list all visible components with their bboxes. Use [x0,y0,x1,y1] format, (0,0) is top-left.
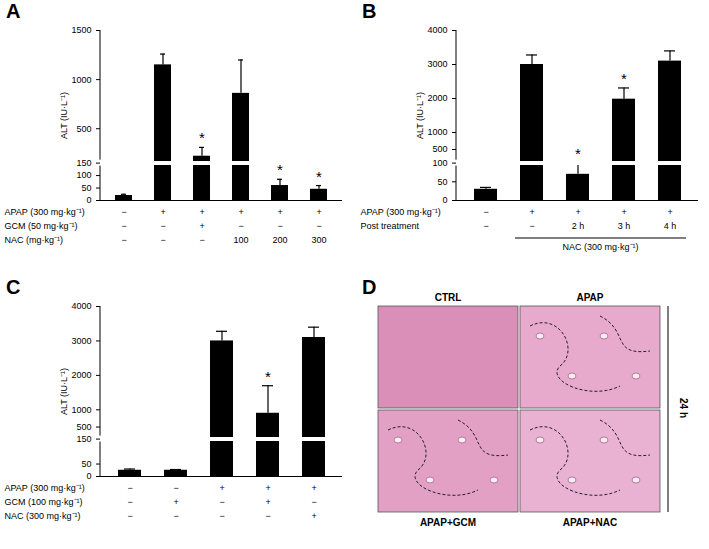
svg-text:−: − [127,483,132,493]
svg-text:4000: 4000 [71,301,91,311]
svg-text:−: − [121,235,126,245]
svg-text:APAP (300 mg·kg⁻¹): APAP (300 mg·kg⁻¹) [5,207,85,217]
svg-text:1500: 1500 [71,25,91,35]
svg-text:*: * [621,70,627,87]
svg-text:+: + [173,497,178,507]
svg-text:500: 500 [432,144,447,154]
svg-text:Post treatment: Post treatment [361,221,420,231]
svg-text:4 h: 4 h [664,221,677,231]
svg-text:150: 150 [76,158,91,168]
svg-text:−: − [160,235,165,245]
svg-text:100: 100 [432,158,447,168]
svg-text:1000: 1000 [71,74,91,84]
html-text:C: C [6,276,21,298]
svg-text:−: − [173,483,178,493]
svg-text:1000: 1000 [71,405,91,415]
svg-text:−: − [121,221,126,231]
svg-text:−: − [121,207,126,217]
svg-text:100: 100 [76,170,91,180]
svg-text:NAC (300 mg·kg⁻¹): NAC (300 mg·kg⁻¹) [5,511,81,521]
svg-text:+: + [316,207,321,217]
svg-text:24 h: 24 h [678,398,689,418]
svg-text:+: + [199,207,204,217]
svg-text:−: − [238,221,243,231]
svg-text:+: + [311,511,316,521]
svg-text:−: − [219,511,224,521]
svg-text:ALT (IU·L⁻¹): ALT (IU·L⁻¹) [59,368,69,415]
svg-text:APAP+GCM: APAP+GCM [420,517,476,528]
svg-text:CTRL: CTRL [435,292,462,303]
svg-text:ALT (IU·L⁻¹): ALT (IU·L⁻¹) [415,92,425,139]
svg-text:APAP (300 mg·kg⁻¹): APAP (300 mg·kg⁻¹) [5,483,85,493]
svg-text:*: * [575,145,581,162]
svg-text:APAP+NAC: APAP+NAC [563,517,618,528]
html-text:A: A [6,0,21,22]
svg-text:3000: 3000 [427,59,447,69]
svg-text:−: − [173,511,178,521]
svg-text:*: * [316,168,322,185]
svg-text:2000: 2000 [71,370,91,380]
svg-text:+: + [238,207,243,217]
svg-text:ALT (IU·L⁻¹): ALT (IU·L⁻¹) [59,92,69,139]
svg-text:−: − [127,497,132,507]
svg-text:+: + [575,207,580,217]
svg-text:+: + [160,207,165,217]
svg-text:+: + [265,497,270,507]
svg-text:−: − [199,235,204,245]
html-text:D: D [362,276,377,298]
svg-text:0: 0 [86,195,91,205]
html-text:B: B [362,0,377,22]
svg-text:+: + [219,483,224,493]
svg-text:APAP (300 mg·kg⁻¹): APAP (300 mg·kg⁻¹) [361,207,441,217]
svg-text:*: * [277,161,283,178]
svg-text:+: + [265,483,270,493]
svg-text:*: * [199,129,205,146]
svg-text:0: 0 [86,471,91,481]
svg-text:3 h: 3 h [618,221,631,231]
svg-text:−: − [277,221,282,231]
svg-text:GCM (50 mg·kg⁻¹): GCM (50 mg·kg⁻¹) [5,221,78,231]
svg-text:APAP: APAP [576,292,603,303]
svg-text:GCM (100 mg·kg⁻¹): GCM (100 mg·kg⁻¹) [5,497,83,507]
svg-text:−: − [529,221,534,231]
svg-text:+: + [277,207,282,217]
svg-text:500: 500 [76,422,91,432]
svg-text:+: + [199,221,204,231]
svg-text:300: 300 [311,235,326,245]
svg-text:2000: 2000 [427,93,447,103]
svg-text:50: 50 [437,177,447,187]
svg-text:−: − [265,511,270,521]
svg-text:NAC (300 mg·kg⁻¹): NAC (300 mg·kg⁻¹) [562,242,638,252]
svg-text:NAC (mg·kg⁻¹): NAC (mg·kg⁻¹) [5,235,64,245]
svg-text:*: * [265,368,271,385]
svg-text:−: − [219,497,224,507]
svg-text:500: 500 [76,124,91,134]
svg-text:−: − [127,511,132,521]
svg-text:200: 200 [272,235,287,245]
svg-text:+: + [311,483,316,493]
svg-text:0: 0 [442,195,447,205]
svg-text:+: + [621,207,626,217]
svg-text:−: − [160,221,165,231]
svg-text:50: 50 [81,459,91,469]
svg-text:1000: 1000 [427,127,447,137]
svg-text:−: − [311,497,316,507]
svg-text:4000: 4000 [427,25,447,35]
svg-text:+: + [667,207,672,217]
svg-text:+: + [529,207,534,217]
svg-text:100: 100 [233,235,248,245]
svg-text:150: 150 [76,434,91,444]
svg-text:−: − [483,221,488,231]
svg-text:2 h: 2 h [572,221,585,231]
svg-text:−: − [483,207,488,217]
svg-text:50: 50 [81,183,91,193]
svg-text:3000: 3000 [71,336,91,346]
svg-text:−: − [316,221,321,231]
